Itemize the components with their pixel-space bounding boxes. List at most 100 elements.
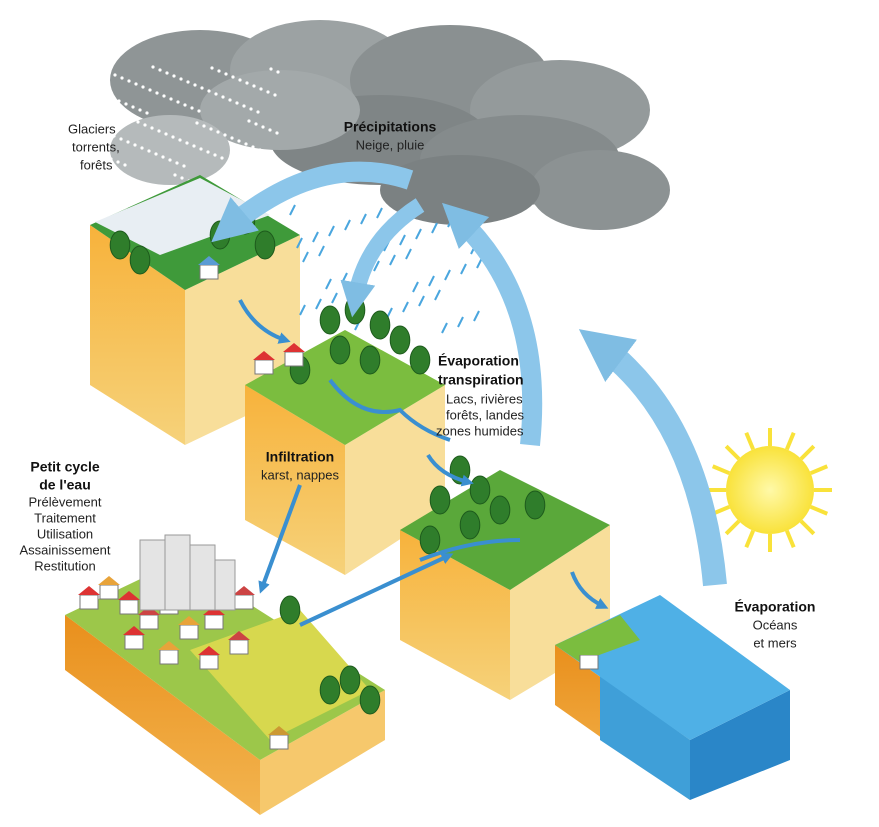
- cloud-part: [168, 158, 171, 161]
- decoration-part: [435, 290, 440, 300]
- cloud-part: [186, 80, 189, 83]
- cloud-part: [234, 162, 237, 165]
- cloud-part: [125, 201, 128, 204]
- cloud-part: [183, 103, 186, 106]
- decoration-part: [165, 535, 190, 610]
- label-text: karst, nappes: [261, 467, 340, 482]
- cloud-part: [245, 81, 248, 84]
- decoration-part: [332, 293, 337, 303]
- decoration-part: [326, 279, 331, 289]
- decoration-part: [313, 232, 318, 242]
- decoration-part: [98, 576, 120, 585]
- cloud-part: [157, 129, 160, 132]
- decoration-part: [303, 252, 308, 262]
- cloud-part: [273, 93, 276, 96]
- cloud-part: [124, 102, 127, 105]
- decoration-part: [458, 317, 463, 327]
- label-text: Petit cycle: [30, 459, 99, 475]
- decoration-part: [429, 276, 434, 286]
- cloud-part: [128, 178, 131, 181]
- sun-part: [746, 433, 753, 450]
- cloud-part: [193, 83, 196, 86]
- decoration-part: [345, 220, 350, 230]
- cloud-part: [192, 144, 195, 147]
- cloud-part: [176, 100, 179, 103]
- cloud-part: [155, 91, 158, 94]
- cloud-part: [271, 215, 274, 218]
- cloud-part: [252, 84, 255, 87]
- cloud-part: [220, 156, 223, 159]
- decoration-part: [390, 326, 410, 354]
- cloud-part: [230, 136, 233, 139]
- cloud-part: [118, 198, 121, 201]
- label-text: forêts: [80, 157, 113, 172]
- cloud-part: [116, 160, 119, 163]
- cloud-part: [119, 137, 122, 140]
- decoration-part: [400, 235, 405, 245]
- cloud-part: [259, 87, 262, 90]
- decoration-part: [280, 596, 300, 624]
- decoration-part: [215, 560, 235, 610]
- cloud-part: [195, 121, 198, 124]
- decoration-part: [461, 264, 466, 274]
- cloud-part: [190, 106, 193, 109]
- cloud-part: [217, 69, 220, 72]
- decoration-part: [525, 491, 545, 519]
- cloud-part: [120, 76, 123, 79]
- decoration-part: [255, 360, 273, 374]
- water-cycle-diagram: Glaciers torrents, forêts Précipitations…: [0, 0, 879, 827]
- sun-part: [713, 466, 730, 473]
- decoration-part: [205, 615, 223, 629]
- label-text: Traitement: [34, 510, 96, 525]
- cloud-part: [272, 154, 275, 157]
- label-text: Évaporation: [735, 599, 816, 615]
- cloud-part: [113, 73, 116, 76]
- decoration-part: [285, 352, 303, 366]
- cloud-part: [141, 85, 144, 88]
- decoration-part: [200, 265, 218, 279]
- cloud-part: [126, 140, 129, 143]
- label-text: Restitution: [34, 558, 95, 573]
- cloud-part: [148, 88, 151, 91]
- decoration-part: [320, 676, 340, 704]
- decoration-part: [330, 336, 350, 364]
- decoration-part: [413, 282, 418, 292]
- cloud-part: [530, 150, 670, 230]
- decoration-part: [390, 255, 395, 265]
- cloud-part: [150, 126, 153, 129]
- cloud-part: [223, 133, 226, 136]
- cloud-part: [135, 181, 138, 184]
- cloud-part: [269, 67, 272, 70]
- cloud-part: [197, 109, 200, 112]
- decoration-part: [360, 686, 380, 714]
- cloud-part: [138, 108, 141, 111]
- sun-part: [801, 521, 814, 534]
- sun-part: [811, 507, 828, 514]
- decoration-part: [470, 476, 490, 504]
- cloud-part: [232, 174, 235, 177]
- label-text: Évaporation: [438, 353, 519, 369]
- label-text: et mers: [753, 635, 797, 650]
- label-text: Glaciers: [68, 121, 116, 136]
- decoration-part: [160, 650, 178, 664]
- label-text: Lacs, rivières: [446, 391, 523, 406]
- cloud-part: [151, 65, 154, 68]
- decoration-part: [125, 635, 143, 649]
- decoration-part: [180, 625, 198, 639]
- cloud-part: [221, 95, 224, 98]
- cloud-part: [207, 89, 210, 92]
- cloud-part: [209, 127, 212, 130]
- cloud-part: [216, 130, 219, 133]
- cloud-part: [111, 195, 114, 198]
- cloud-part: [154, 152, 157, 155]
- cloud-part: [266, 90, 269, 93]
- cloud-part: [258, 148, 261, 151]
- cloud-part: [210, 66, 213, 69]
- cloud-part: [206, 150, 209, 153]
- cloud-part: [265, 151, 268, 154]
- sun: [708, 428, 832, 552]
- decoration-part: [432, 223, 437, 233]
- cloud-part: [178, 138, 181, 141]
- cloud-part: [172, 74, 175, 77]
- cloud-part: [134, 82, 137, 85]
